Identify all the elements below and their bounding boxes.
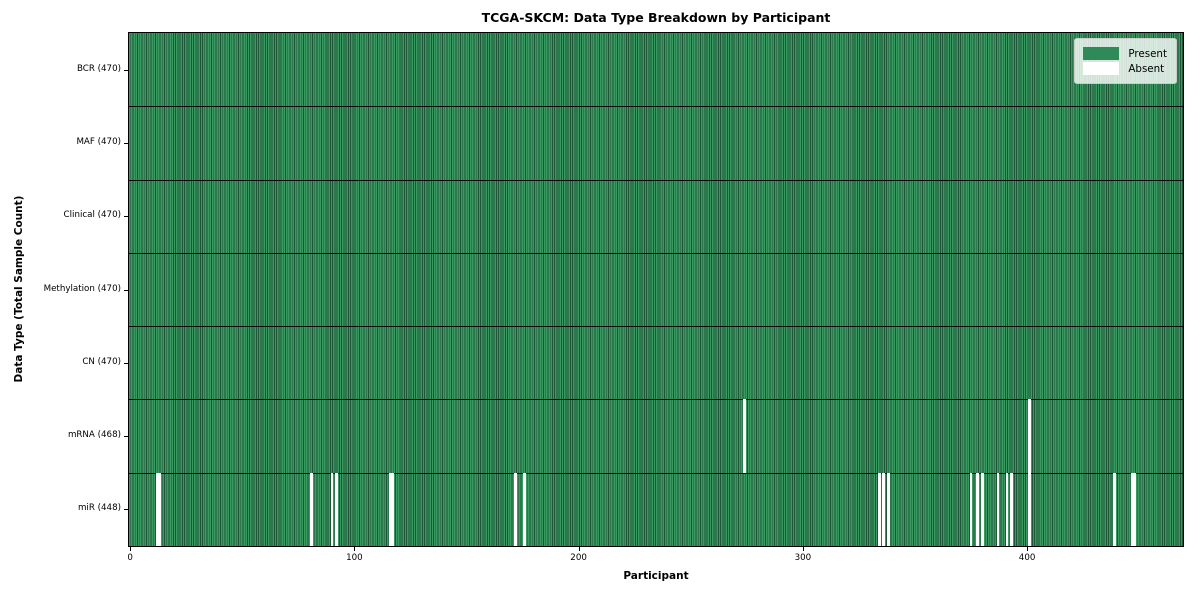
absent-cell-miR-92 [335, 472, 338, 546]
legend-item-absent: Absent [1083, 62, 1167, 75]
legend-swatch-present [1083, 47, 1120, 60]
absent-cell-miR-393 [1010, 472, 1013, 546]
legend: Present Absent [1074, 38, 1177, 84]
x-tick-label-300: 300 [794, 553, 812, 563]
x-tick-mark [802, 547, 804, 551]
absent-cell-miR-176 [523, 472, 527, 546]
legend-item-present: Present [1083, 47, 1167, 60]
row-separator [129, 472, 1183, 474]
absent-cell-miR-334 [877, 472, 881, 546]
y-tick-mark [124, 289, 128, 291]
x-tick-mark [578, 547, 580, 551]
y-tick-label-miR: miR (448) [77, 503, 121, 514]
absent-cell-miR-391 [1005, 472, 1009, 546]
y-tick-label-MAF: MAF (470) [76, 136, 121, 147]
absent-cell-mRNA-274 [743, 399, 746, 473]
y-tick-mark [124, 69, 128, 71]
x-tick-mark [354, 547, 356, 551]
row-separator [129, 326, 1183, 328]
plot-area: Present Absent [128, 32, 1184, 547]
row-separator [129, 179, 1183, 181]
y-tick-label-Methylation: Methylation (470) [43, 283, 121, 294]
y-tick-label-CN: CN (470) [82, 356, 121, 367]
x-tick-label-200: 200 [570, 553, 587, 563]
absent-cell-miR-380 [980, 472, 984, 546]
y-tick-label-Clinical: Clinical (470) [63, 210, 121, 221]
absent-cell-miR-116 [388, 472, 392, 546]
chart-title: TCGA-SKCM: Data Type Breakdown by Partic… [481, 10, 831, 25]
legend-label: Absent [1128, 62, 1165, 75]
present-bars-field [129, 33, 1183, 546]
legend-label: Present [1128, 47, 1167, 60]
absent-cell-miR-378 [976, 472, 980, 546]
x-axis-label: Participant [623, 570, 689, 582]
absent-cell-miR-336 [882, 472, 886, 546]
absent-cell-miR-12 [155, 472, 159, 546]
absent-cell-miR-13 [157, 472, 161, 546]
absent-cell-miR-90 [330, 472, 334, 546]
x-tick-label-0: 0 [127, 553, 133, 563]
y-tick-mark [124, 216, 128, 218]
y-tick-mark [124, 362, 128, 364]
y-tick-mark [124, 509, 128, 511]
y-tick-label-mRNA: mRNA (468) [67, 430, 121, 441]
absent-cell-miR-401 [1027, 472, 1031, 546]
y-tick-label-BCR: BCR (470) [76, 63, 121, 74]
row-separator [129, 252, 1183, 254]
x-tick-label-400: 400 [1018, 553, 1036, 563]
row-separator [129, 399, 1183, 401]
x-tick-label-100: 100 [346, 553, 363, 563]
absent-cell-miR-117 [391, 472, 394, 546]
absent-cell-miR-338 [886, 472, 890, 546]
absent-cell-miR-81 [310, 472, 314, 546]
x-tick-mark [130, 547, 132, 551]
absent-cell-miR-172 [514, 472, 518, 546]
legend-swatch-absent [1083, 62, 1120, 75]
absent-cell-miR-448 [1133, 472, 1137, 546]
absent-cell-mRNA-401 [1027, 399, 1031, 473]
y-tick-mark [124, 142, 128, 144]
row-separator [129, 106, 1183, 108]
absent-cell-miR-387 [996, 472, 1000, 546]
absent-cell-miR-439 [1113, 472, 1116, 546]
absent-cell-miR-375 [969, 472, 973, 546]
absent-cell-miR-447 [1131, 472, 1134, 546]
y-tick-mark [124, 436, 128, 438]
x-tick-mark [1027, 547, 1029, 551]
